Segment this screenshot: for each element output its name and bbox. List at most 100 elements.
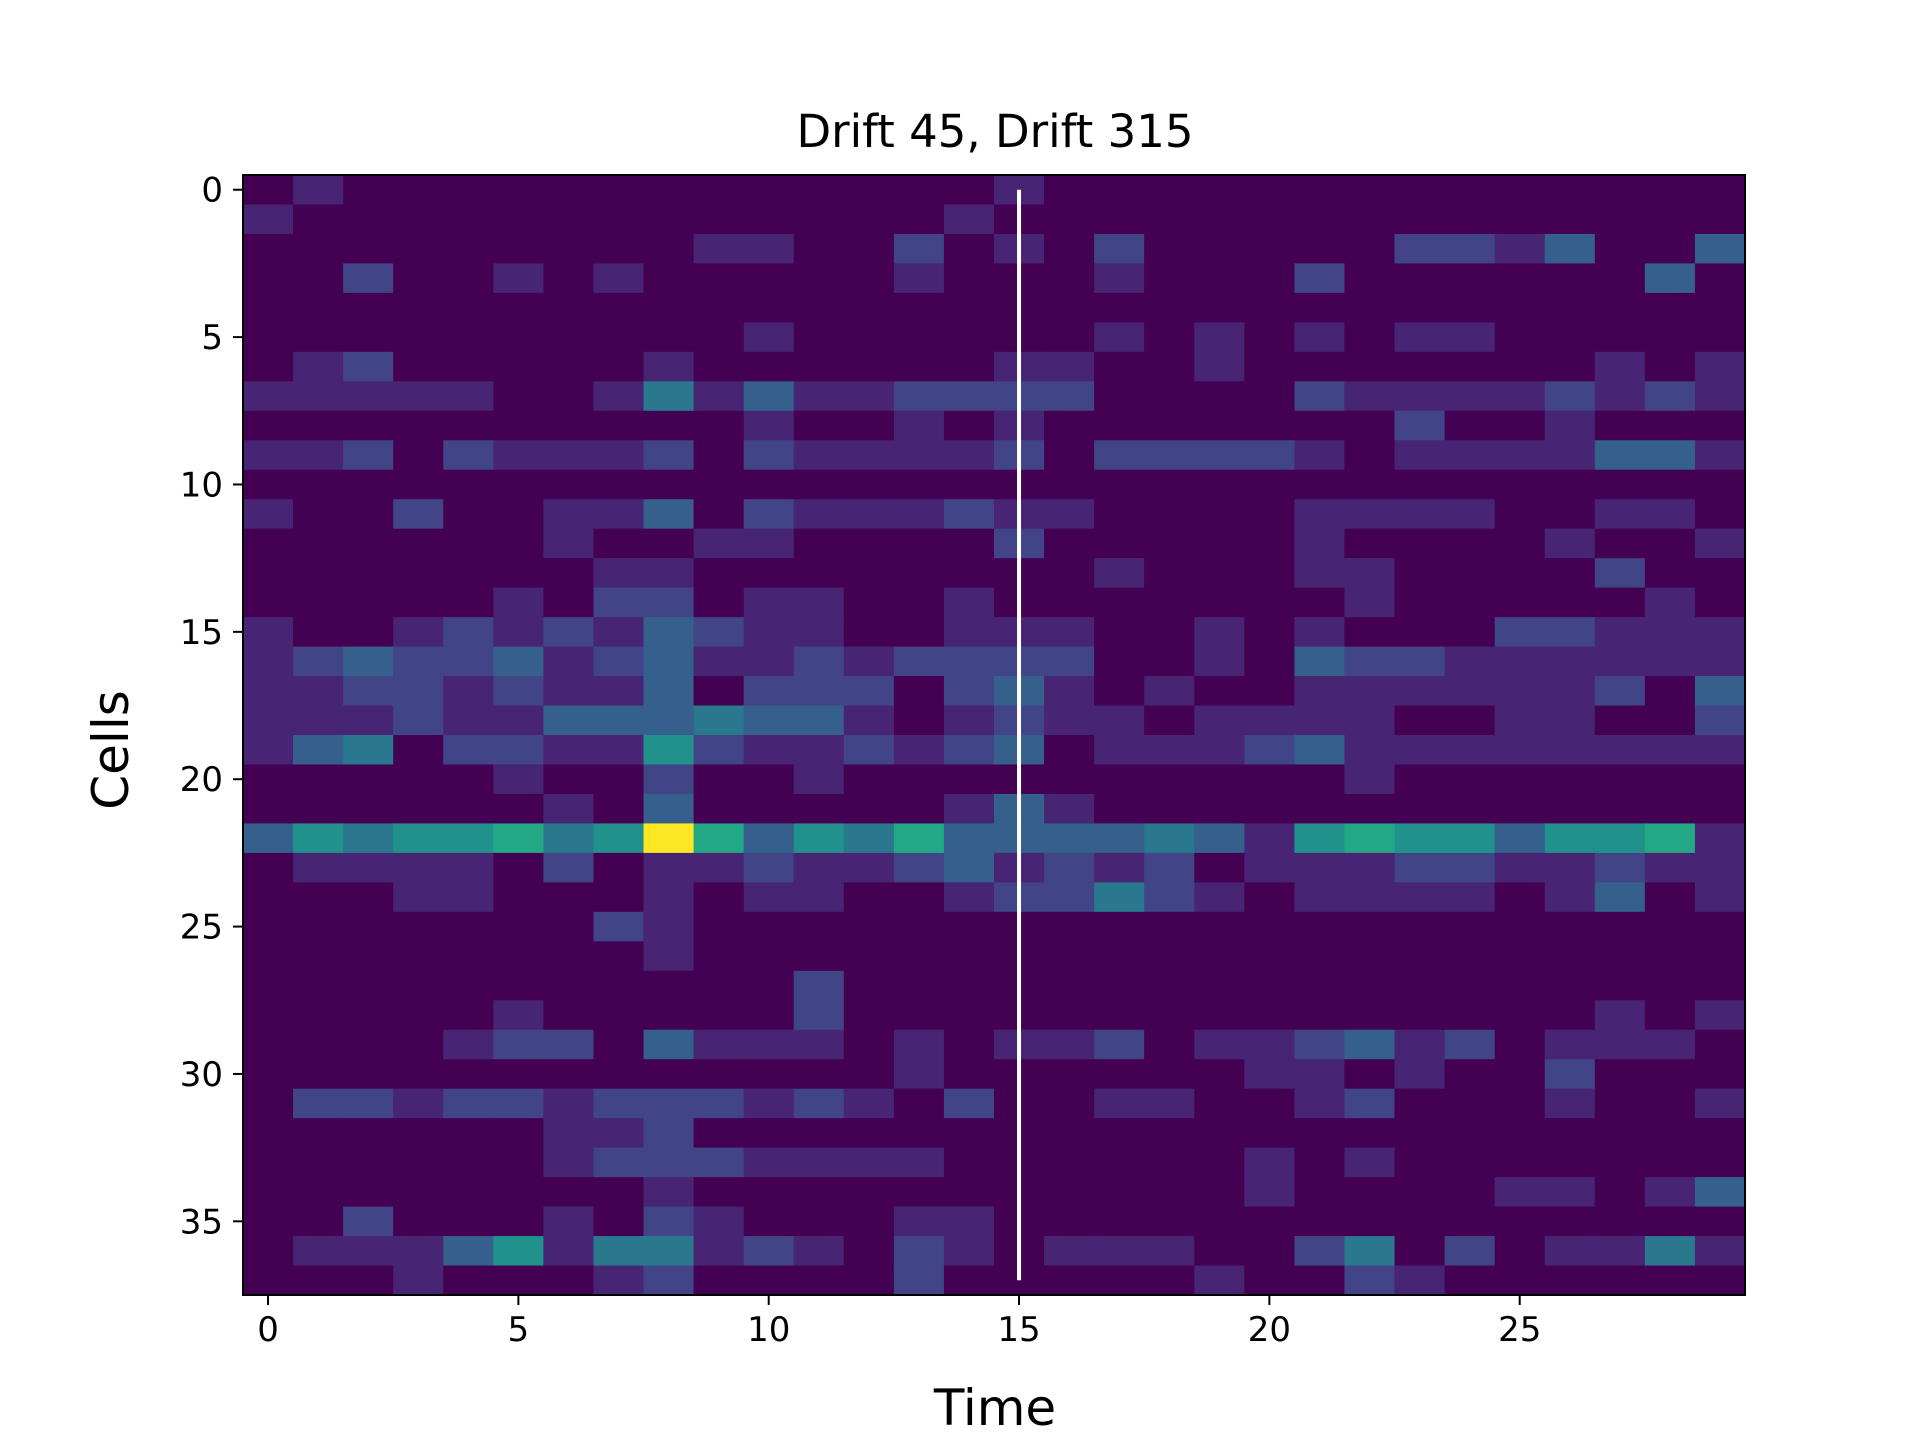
heatmap-cell	[1344, 1000, 1396, 1031]
heatmap-cell	[1644, 646, 1696, 677]
heatmap-cell	[1194, 440, 1245, 471]
heatmap-cell	[1394, 793, 1446, 825]
heatmap-cell	[393, 646, 444, 677]
heatmap-cell	[1694, 528, 1746, 559]
heatmap-cell	[743, 617, 795, 648]
heatmap-cell	[1344, 204, 1396, 235]
heatmap-cell	[393, 676, 444, 707]
heatmap-cell	[593, 1088, 645, 1119]
heatmap-cell	[1344, 676, 1396, 707]
heatmap-cell	[743, 1147, 795, 1178]
heatmap-cell	[243, 499, 294, 530]
heatmap-cell	[493, 204, 544, 235]
heatmap-cell	[1244, 941, 1295, 972]
heatmap-cell	[843, 1088, 895, 1119]
heatmap-cell	[593, 793, 645, 825]
heatmap-cell	[643, 911, 695, 942]
heatmap-cell	[293, 292, 344, 323]
heatmap-cell	[1694, 705, 1746, 736]
heatmap-cell	[693, 204, 745, 235]
heatmap-cell	[693, 764, 745, 795]
heatmap-cell	[243, 233, 294, 265]
heatmap-cell	[1544, 1088, 1596, 1119]
heatmap-cell	[893, 676, 945, 707]
heatmap-cell	[293, 764, 344, 795]
heatmap-cell	[1044, 735, 1095, 766]
heatmap-cell	[1694, 410, 1746, 441]
heatmap-cell	[1544, 1118, 1596, 1149]
heatmap-cell	[443, 970, 494, 1001]
heatmap-cell	[343, 1236, 394, 1267]
heatmap-cell	[1294, 823, 1346, 854]
heatmap-cell	[1244, 175, 1295, 206]
heatmap-cell	[1044, 1029, 1095, 1060]
heatmap-cell	[1544, 528, 1596, 559]
heatmap-cell	[1594, 823, 1646, 854]
heatmap-cell	[893, 175, 945, 206]
heatmap-cell	[243, 440, 294, 471]
heatmap-cell	[443, 1236, 494, 1267]
heatmap-cell	[1244, 1000, 1295, 1031]
heatmap-cell	[693, 381, 745, 412]
heatmap-cell	[893, 528, 945, 559]
x-tick-label: 20	[1248, 1310, 1291, 1350]
heatmap-cell	[793, 1088, 845, 1119]
heatmap-cell	[343, 381, 394, 412]
heatmap-cell	[843, 617, 895, 648]
heatmap-cell	[1694, 233, 1746, 265]
heatmap-cell	[1044, 1059, 1095, 1090]
heatmap-cell	[1294, 1029, 1346, 1060]
heatmap-cell	[943, 292, 995, 323]
heatmap-cell	[593, 676, 645, 707]
heatmap-cell	[943, 1177, 995, 1208]
heatmap-cell	[493, 469, 544, 500]
x-tick-label: 0	[257, 1310, 279, 1350]
heatmap-cell	[293, 1088, 344, 1119]
x-tick-label: 5	[508, 1310, 530, 1350]
heatmap-cell	[1694, 941, 1746, 972]
heatmap-cell	[743, 735, 795, 766]
heatmap-cell	[593, 292, 645, 323]
heatmap-cell	[1294, 764, 1346, 795]
heatmap-cell	[643, 528, 695, 559]
heatmap-cell	[543, 528, 595, 559]
heatmap-cell	[893, 587, 945, 618]
heatmap-cell	[1394, 587, 1446, 618]
heatmap-cell	[443, 1088, 494, 1119]
heatmap-cell	[593, 1029, 645, 1060]
heatmap-cell	[1094, 322, 1145, 353]
heatmap-cell	[593, 440, 645, 471]
heatmap-cell	[493, 528, 544, 559]
heatmap-cell	[693, 617, 745, 648]
heatmap-cell	[1044, 941, 1095, 972]
heatmap-cell	[843, 1206, 895, 1237]
heatmap-cell	[1644, 499, 1696, 530]
heatmap-cell	[1044, 1236, 1095, 1267]
heatmap-cell	[793, 440, 845, 471]
heatmap-cell	[1144, 852, 1195, 883]
heatmap-cell	[493, 587, 544, 618]
heatmap-cell	[1444, 1147, 1496, 1178]
heatmap-cell	[1444, 646, 1496, 677]
heatmap-cell	[793, 735, 845, 766]
heatmap-cell	[1444, 499, 1496, 530]
heatmap-cell	[1094, 469, 1145, 500]
heatmap-cell	[693, 882, 745, 913]
heatmap-cell	[393, 705, 444, 736]
heatmap-cell	[693, 469, 745, 500]
heatmap-cell	[1044, 322, 1095, 353]
heatmap-cell	[793, 410, 845, 441]
heatmap-cell	[1394, 263, 1446, 294]
heatmap-cell	[443, 1029, 494, 1060]
heatmap-cell	[293, 1059, 344, 1090]
heatmap-cell	[793, 793, 845, 825]
heatmap-cell	[343, 735, 394, 766]
heatmap-cell	[393, 528, 444, 559]
heatmap-cell	[693, 941, 745, 972]
heatmap-cell	[293, 1147, 344, 1178]
heatmap-cell	[543, 410, 595, 441]
heatmap-cell	[493, 705, 544, 736]
heatmap-cell	[1644, 823, 1696, 854]
heatmap-cell	[1294, 617, 1346, 648]
